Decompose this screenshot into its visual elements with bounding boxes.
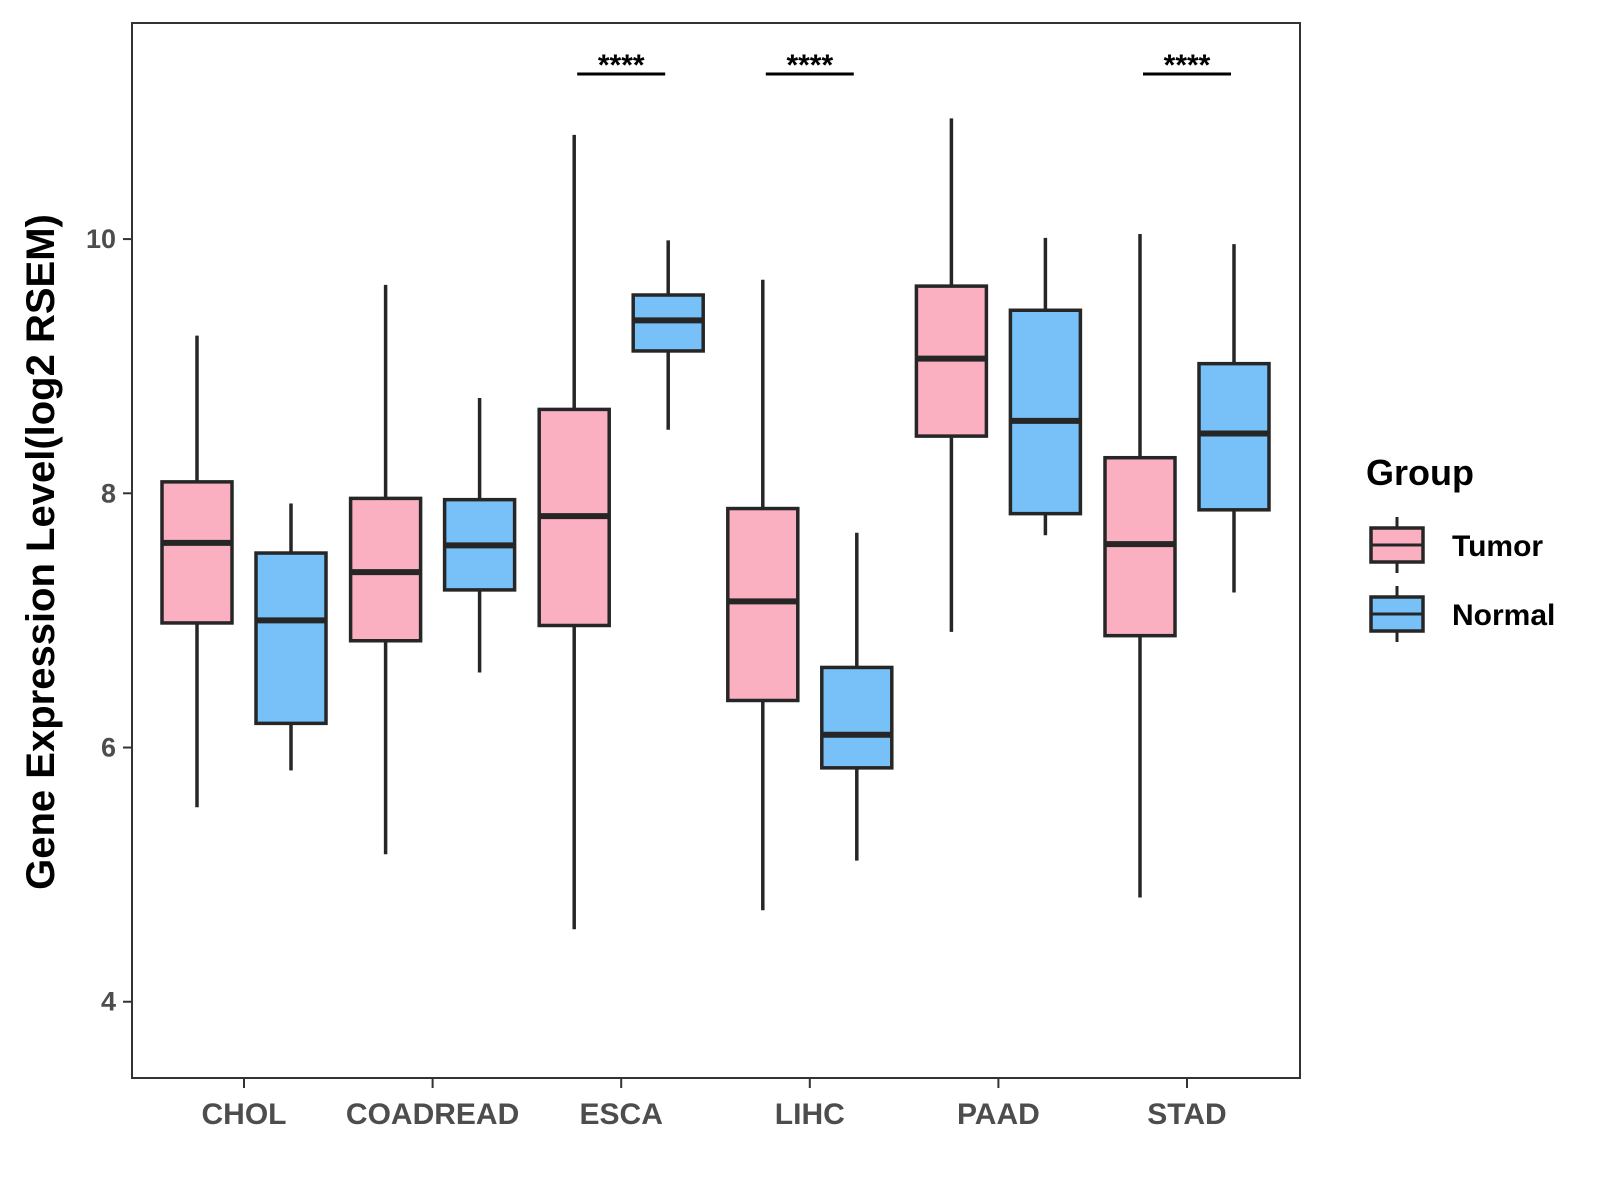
box-body — [1197, 361, 1271, 512]
x-tick-label: STAD — [1147, 1098, 1226, 1131]
significance-lihc: **** — [765, 49, 854, 82]
y-tick-label: 6 — [101, 733, 116, 763]
x-tick-label: LIHC — [775, 1098, 845, 1131]
box-normal-lihc — [820, 532, 894, 861]
significance-label: **** — [786, 49, 833, 82]
box-normal-stad — [1197, 244, 1271, 593]
legend-title: Group — [1366, 452, 1474, 493]
box-tumor-chol — [160, 335, 234, 808]
x-tick-label: COADREAD — [346, 1098, 519, 1131]
significance-label: **** — [1164, 49, 1211, 82]
significance-label: **** — [598, 49, 645, 82]
y-tick-label: 10 — [86, 224, 116, 254]
x-tick-label: ESCA — [580, 1098, 663, 1131]
box-normal-paad — [1008, 237, 1083, 536]
box-tumor-esca — [537, 134, 611, 930]
axes: 4 6 8 10 CHOL COADREAD ESCA LIHC PAAD STAD — [86, 22, 1301, 1131]
plot-area: **** **** **** — [160, 49, 1271, 930]
legend-label: Tumor — [1452, 530, 1543, 563]
y-tick-label: 8 — [101, 478, 116, 508]
box-body — [254, 551, 328, 726]
significance-esca: **** — [577, 49, 666, 82]
legend-label: Normal — [1452, 599, 1555, 632]
legend-item-normal: Normal — [1369, 586, 1555, 642]
box-body — [820, 665, 894, 770]
box-normal-coadread — [442, 397, 517, 673]
box-tumor-coadread — [348, 284, 423, 855]
y-axis-label: Gene Expression Level(log2 RSEM) — [19, 214, 63, 890]
box-tumor-stad — [1103, 234, 1177, 898]
y-tick-label: 4 — [101, 987, 116, 1017]
panel-border — [131, 22, 1301, 1079]
x-tick-label: CHOL — [202, 1098, 287, 1131]
box-tumor-lihc — [726, 279, 800, 911]
significance-stad: **** — [1143, 49, 1231, 82]
box-normal-chol — [254, 503, 328, 771]
box-body — [160, 480, 234, 625]
box-body — [726, 506, 800, 703]
legend: Group Tumor Normal — [1366, 452, 1555, 642]
x-tick-label: PAAD — [957, 1098, 1040, 1131]
box-body — [1008, 308, 1083, 516]
box-tumor-paad — [914, 118, 989, 632]
legend-item-tumor: Tumor — [1369, 517, 1543, 573]
box-normal-esca — [631, 240, 705, 430]
